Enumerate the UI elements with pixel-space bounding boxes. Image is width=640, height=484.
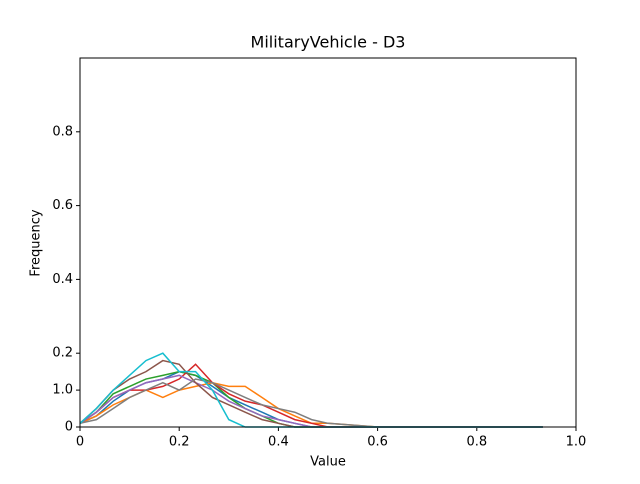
series-line: [79, 363, 543, 428]
x-tick-label: 0.8: [466, 435, 487, 450]
y-axis-label: Frequency: [29, 209, 44, 276]
y-tick-label: 0: [65, 420, 73, 435]
y-tick-label: 0.6: [52, 198, 73, 213]
x-tick-label: 0.2: [169, 435, 190, 450]
x-tick-label: 0.4: [268, 435, 289, 450]
series-line: [79, 359, 543, 428]
x-axis-label: Value: [310, 455, 346, 470]
x-tick-label: 1.0: [566, 435, 587, 450]
series-line: [79, 378, 543, 428]
x-tick-label: 0.6: [367, 435, 388, 450]
y-tick-label: 1.0: [52, 383, 73, 398]
y-tick-label: 0.8: [52, 124, 73, 139]
y-tick-label: 0.4: [52, 272, 73, 287]
y-tick-label: 0.2: [52, 346, 73, 361]
plot-frame: [79, 57, 577, 428]
chart-title: MilitaryVehicle - D3: [251, 33, 406, 52]
x-tick-label: 0: [76, 435, 84, 450]
